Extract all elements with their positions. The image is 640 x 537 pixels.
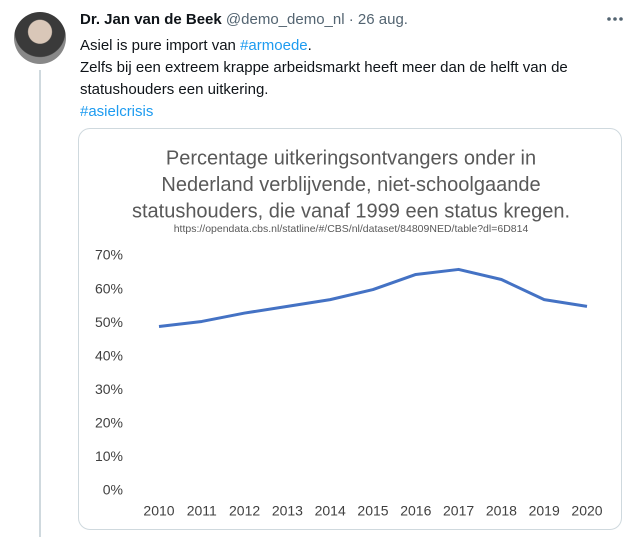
text: Asiel is pure import van	[80, 37, 236, 54]
y-tick-label: 60%	[95, 280, 123, 296]
x-tick-label: 2018	[486, 503, 517, 519]
text: Zelfs bij een extreem krappe arbeidsmark…	[80, 59, 568, 98]
y-tick-label: 50%	[95, 314, 123, 330]
more-menu[interactable]	[604, 14, 626, 24]
hashtag[interactable]: #armoede	[240, 37, 308, 54]
x-tick-label: 2014	[315, 503, 346, 519]
tweet-header: Dr. Jan van de Beek @demo_demo_nl · 26 a…	[80, 11, 408, 28]
chart-title: Nederland verblijvende, niet-schoolgaand…	[161, 174, 540, 196]
thread-line	[39, 70, 41, 537]
chart-title: Percentage uitkeringsontvangers onder in	[166, 147, 536, 169]
y-tick-label: 30%	[95, 381, 123, 397]
text: .	[307, 37, 312, 54]
x-tick-label: 2020	[571, 503, 602, 519]
x-tick-label: 2015	[357, 503, 388, 519]
x-tick-label: 2017	[443, 503, 474, 519]
tweet-text: Asiel is pure import van #armoede. Zelfs…	[80, 35, 628, 123]
chart-title: statushouders, die vanaf 1999 een status…	[132, 200, 570, 222]
x-tick-label: 2012	[229, 503, 260, 519]
y-tick-label: 20%	[95, 415, 123, 431]
chart-subtitle: https://opendata.cbs.nl/statline/#/CBS/n…	[174, 223, 529, 235]
x-tick-label: 2019	[529, 503, 560, 519]
x-tick-label: 2013	[272, 503, 303, 519]
y-tick-label: 70%	[95, 247, 123, 263]
date[interactable]: 26 aug.	[357, 11, 408, 28]
y-tick-label: 0%	[103, 482, 123, 498]
media-card[interactable]: Percentage uitkeringsontvangers onder in…	[78, 128, 622, 530]
hashtag[interactable]: #asielcrisis	[80, 103, 154, 120]
x-tick-label: 2016	[400, 503, 431, 519]
x-tick-label: 2011	[187, 503, 217, 519]
separator: ·	[348, 11, 354, 28]
author[interactable]: Dr. Jan van de Beek	[80, 11, 222, 28]
y-tick-label: 40%	[95, 347, 123, 363]
avatar[interactable]	[14, 12, 66, 64]
line	[158, 267, 588, 328]
chart: Percentage uitkeringsontvangers onder in…	[95, 147, 603, 519]
handle[interactable]: @demo_demo_nl	[225, 11, 345, 28]
y-tick-label: 10%	[95, 448, 123, 464]
x-tick-label: 2010	[143, 503, 174, 519]
